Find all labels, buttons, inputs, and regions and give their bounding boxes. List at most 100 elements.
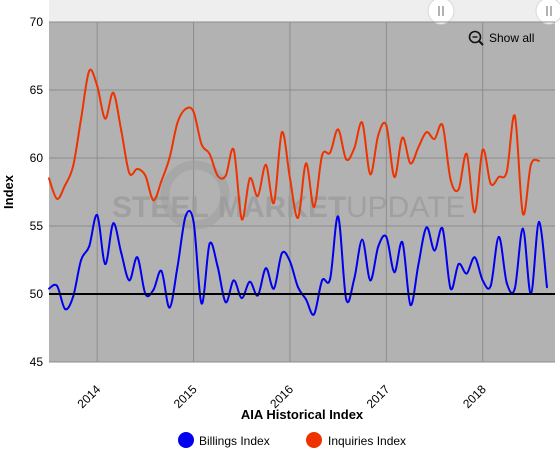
data-point-billings-index[interactable]	[537, 220, 540, 223]
data-point-inquiries-index[interactable]	[385, 124, 388, 127]
data-point-inquiries-index[interactable]	[208, 152, 211, 155]
data-point-billings-index[interactable]	[248, 280, 251, 283]
data-point-billings-index[interactable]	[521, 227, 524, 230]
data-point-billings-index[interactable]	[385, 235, 388, 238]
data-point-inquiries-index[interactable]	[433, 138, 436, 140]
data-point-inquiries-index[interactable]	[128, 172, 131, 174]
navigator-handle-right[interactable]	[535, 0, 560, 25]
data-point-billings-index[interactable]	[64, 308, 67, 310]
data-point-inquiries-index[interactable]	[481, 148, 484, 151]
data-point-billings-index[interactable]	[224, 301, 227, 304]
data-point-billings-index[interactable]	[513, 287, 516, 290]
data-point-inquiries-index[interactable]	[537, 159, 540, 162]
data-point-billings-index[interactable]	[297, 286, 299, 289]
navigator-handle-left[interactable]	[427, 0, 455, 25]
data-point-inquiries-index[interactable]	[305, 162, 307, 165]
data-point-inquiries-index[interactable]	[168, 157, 171, 159]
data-point-inquiries-index[interactable]	[417, 146, 420, 149]
data-point-billings-index[interactable]	[280, 252, 283, 255]
data-point-inquiries-index[interactable]	[232, 148, 235, 151]
data-point-inquiries-index[interactable]	[465, 152, 468, 155]
data-point-billings-index[interactable]	[168, 306, 171, 309]
data-point-inquiries-index[interactable]	[256, 195, 259, 198]
legend-item-billings[interactable]: Billings Index	[178, 432, 270, 448]
data-point-inquiries-index[interactable]	[200, 143, 203, 146]
data-point-inquiries-index[interactable]	[152, 199, 155, 202]
data-point-billings-index[interactable]	[417, 263, 420, 266]
data-point-inquiries-index[interactable]	[425, 131, 428, 134]
data-point-billings-index[interactable]	[216, 265, 219, 268]
data-point-inquiries-index[interactable]	[457, 188, 460, 191]
data-point-inquiries-index[interactable]	[48, 177, 50, 180]
data-point-inquiries-index[interactable]	[112, 91, 115, 94]
data-point-billings-index[interactable]	[72, 295, 75, 298]
data-point-billings-index[interactable]	[184, 215, 187, 218]
data-point-billings-index[interactable]	[56, 284, 58, 287]
data-point-billings-index[interactable]	[289, 260, 291, 263]
data-point-billings-index[interactable]	[449, 287, 452, 290]
data-point-billings-index[interactable]	[128, 279, 131, 282]
data-point-billings-index[interactable]	[409, 303, 412, 306]
data-point-inquiries-index[interactable]	[144, 174, 147, 177]
data-point-billings-index[interactable]	[200, 302, 203, 305]
data-point-inquiries-index[interactable]	[72, 165, 75, 168]
data-point-inquiries-index[interactable]	[377, 133, 380, 136]
data-point-inquiries-index[interactable]	[289, 177, 291, 180]
data-point-inquiries-index[interactable]	[369, 173, 372, 176]
data-point-inquiries-index[interactable]	[337, 128, 340, 131]
data-point-billings-index[interactable]	[160, 269, 163, 272]
data-point-inquiries-index[interactable]	[353, 147, 356, 150]
data-point-inquiries-index[interactable]	[264, 163, 267, 166]
data-point-billings-index[interactable]	[152, 288, 155, 291]
data-point-billings-index[interactable]	[441, 227, 444, 230]
data-point-billings-index[interactable]	[192, 220, 195, 223]
data-point-inquiries-index[interactable]	[216, 174, 219, 177]
data-point-inquiries-index[interactable]	[64, 184, 67, 187]
data-point-inquiries-index[interactable]	[521, 212, 524, 215]
data-point-inquiries-index[interactable]	[313, 206, 315, 208]
data-point-billings-index[interactable]	[232, 279, 235, 282]
data-point-inquiries-index[interactable]	[88, 70, 91, 72]
data-point-billings-index[interactable]	[208, 242, 211, 245]
data-point-billings-index[interactable]	[465, 272, 468, 275]
data-point-billings-index[interactable]	[505, 282, 508, 285]
data-point-billings-index[interactable]	[88, 245, 91, 248]
data-point-billings-index[interactable]	[120, 252, 123, 255]
data-point-billings-index[interactable]	[546, 286, 548, 289]
data-point-inquiries-index[interactable]	[345, 158, 348, 161]
data-point-inquiries-index[interactable]	[513, 114, 516, 117]
data-point-billings-index[interactable]	[473, 256, 476, 259]
data-point-billings-index[interactable]	[104, 263, 107, 266]
data-point-billings-index[interactable]	[377, 245, 380, 248]
data-point-billings-index[interactable]	[176, 265, 179, 268]
data-point-billings-index[interactable]	[481, 279, 484, 282]
data-point-billings-index[interactable]	[353, 278, 356, 280]
data-point-billings-index[interactable]	[313, 313, 315, 316]
data-point-billings-index[interactable]	[369, 279, 372, 282]
data-point-billings-index[interactable]	[264, 267, 267, 270]
data-point-billings-index[interactable]	[457, 263, 460, 266]
data-point-billings-index[interactable]	[136, 256, 139, 259]
legend-item-inquiries[interactable]: Inquiries Index	[306, 432, 406, 448]
data-point-inquiries-index[interactable]	[248, 177, 251, 180]
data-point-billings-index[interactable]	[433, 249, 436, 252]
data-point-inquiries-index[interactable]	[441, 124, 444, 127]
data-point-billings-index[interactable]	[361, 238, 364, 241]
data-point-inquiries-index[interactable]	[280, 131, 283, 134]
data-point-billings-index[interactable]	[96, 214, 99, 217]
data-point-inquiries-index[interactable]	[272, 201, 275, 204]
data-point-inquiries-index[interactable]	[104, 117, 107, 120]
data-point-billings-index[interactable]	[48, 287, 50, 290]
data-point-inquiries-index[interactable]	[136, 167, 139, 170]
data-point-inquiries-index[interactable]	[473, 211, 476, 214]
data-point-inquiries-index[interactable]	[393, 176, 396, 178]
data-point-billings-index[interactable]	[329, 278, 332, 280]
data-point-billings-index[interactable]	[425, 226, 428, 229]
data-point-inquiries-index[interactable]	[160, 180, 163, 183]
data-point-inquiries-index[interactable]	[120, 129, 123, 132]
data-point-billings-index[interactable]	[345, 298, 348, 301]
data-point-inquiries-index[interactable]	[80, 117, 83, 120]
data-point-inquiries-index[interactable]	[321, 154, 324, 157]
data-point-billings-index[interactable]	[240, 297, 243, 300]
data-point-inquiries-index[interactable]	[489, 182, 492, 185]
